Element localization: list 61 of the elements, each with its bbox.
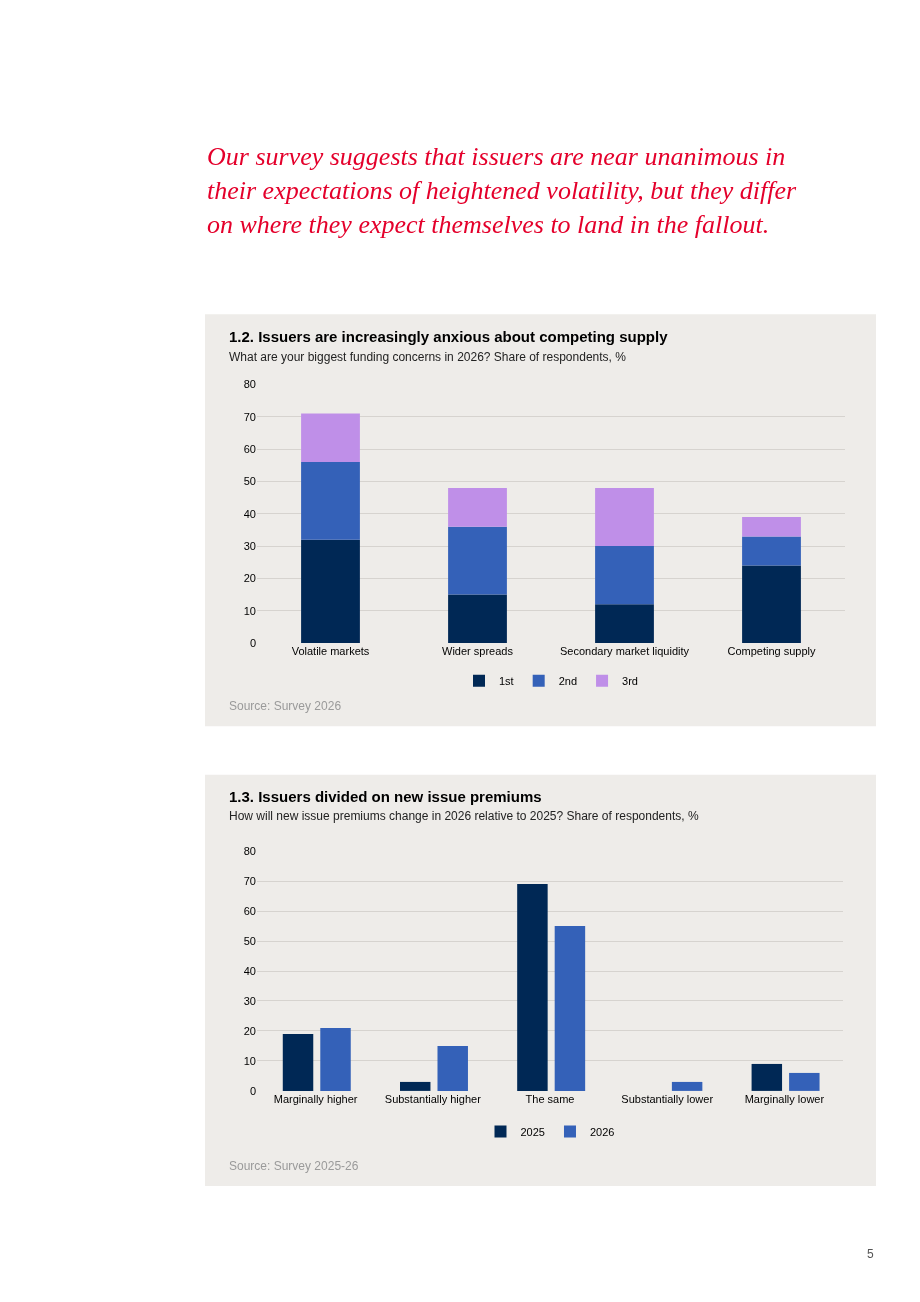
y-tick-label: 60 [243,442,256,455]
chart-title: 1.3. Issuers divided on new issue premiums [229,788,542,805]
bar [742,517,801,537]
bar [448,594,507,644]
text: 5 [867,1247,874,1261]
y-tick-label: 80 [243,378,256,391]
y-tick-label: 40 [243,964,256,977]
bar [595,487,654,547]
bar [437,1045,468,1091]
x-tick-label: Substantially higher [384,1092,482,1105]
bar [301,462,360,540]
y-tick-label: 70 [243,410,256,423]
y-tick-label: 0 [249,636,256,649]
bar [751,1063,783,1091]
x-tick-label: Wider spreads [442,645,514,658]
bar [448,526,507,595]
y-tick-label: 50 [243,475,256,488]
bar [742,536,801,566]
chart-title: 1.2. Issuers are increasingly anxious about competing supply [229,328,669,345]
bar [595,604,654,644]
y-tick-label: 70 [243,874,256,887]
bar [282,1033,314,1091]
legend-label: 1st [499,675,514,688]
bar [399,1081,431,1091]
text: Our survey suggests that issuers are near unanimous in their expectations of heightened volatility, but they differ on where they expect themselves to land in the fallout. [207,142,798,239]
chart-subtitle: How will new issue premiums change in 2026 relative to 2025? Share of respondents, % [229,809,699,823]
bar [320,1027,351,1091]
x-tick-label: The same [525,1092,575,1105]
x-tick-label: Competing supply [727,645,817,658]
y-tick-label: 80 [243,844,256,857]
y-tick-label: 0 [249,1084,256,1097]
bar [742,565,801,644]
y-tick-label: 30 [243,539,256,552]
source-note: Source: Survey 2026 [229,699,342,713]
x-tick-label: Marginally lower [744,1092,825,1105]
chart-subtitle: What are your biggest funding concerns in 2026? Share of respondents, % [229,350,627,364]
y-tick-label: 10 [243,1054,256,1067]
x-tick-label: Secondary market liquidity [559,645,690,658]
legend-label: 2026 [589,1125,615,1138]
bar [517,884,548,1091]
y-tick-label: 30 [243,994,256,1007]
bar [301,413,360,463]
x-tick-label: Volatile markets [291,645,370,658]
source-note: Source: Survey 2025-26 [229,1159,359,1173]
bar [789,1072,820,1091]
bar [595,546,654,605]
x-tick-label: Substantially lower [621,1092,714,1105]
bar [671,1081,703,1091]
y-tick-label: 20 [243,1024,256,1037]
y-tick-label: 20 [243,572,256,585]
y-tick-label: 10 [243,604,256,617]
legend-label: 3rd [622,675,638,688]
y-tick-label: 50 [243,934,256,947]
bar [448,487,507,527]
legend-label: 2nd [558,675,578,688]
y-tick-label: 40 [243,507,256,520]
bar [554,926,586,1091]
y-tick-label: 60 [243,904,256,917]
x-tick-label: Marginally higher [273,1092,358,1105]
bar [301,539,360,644]
legend-label: 2025 [520,1125,545,1138]
